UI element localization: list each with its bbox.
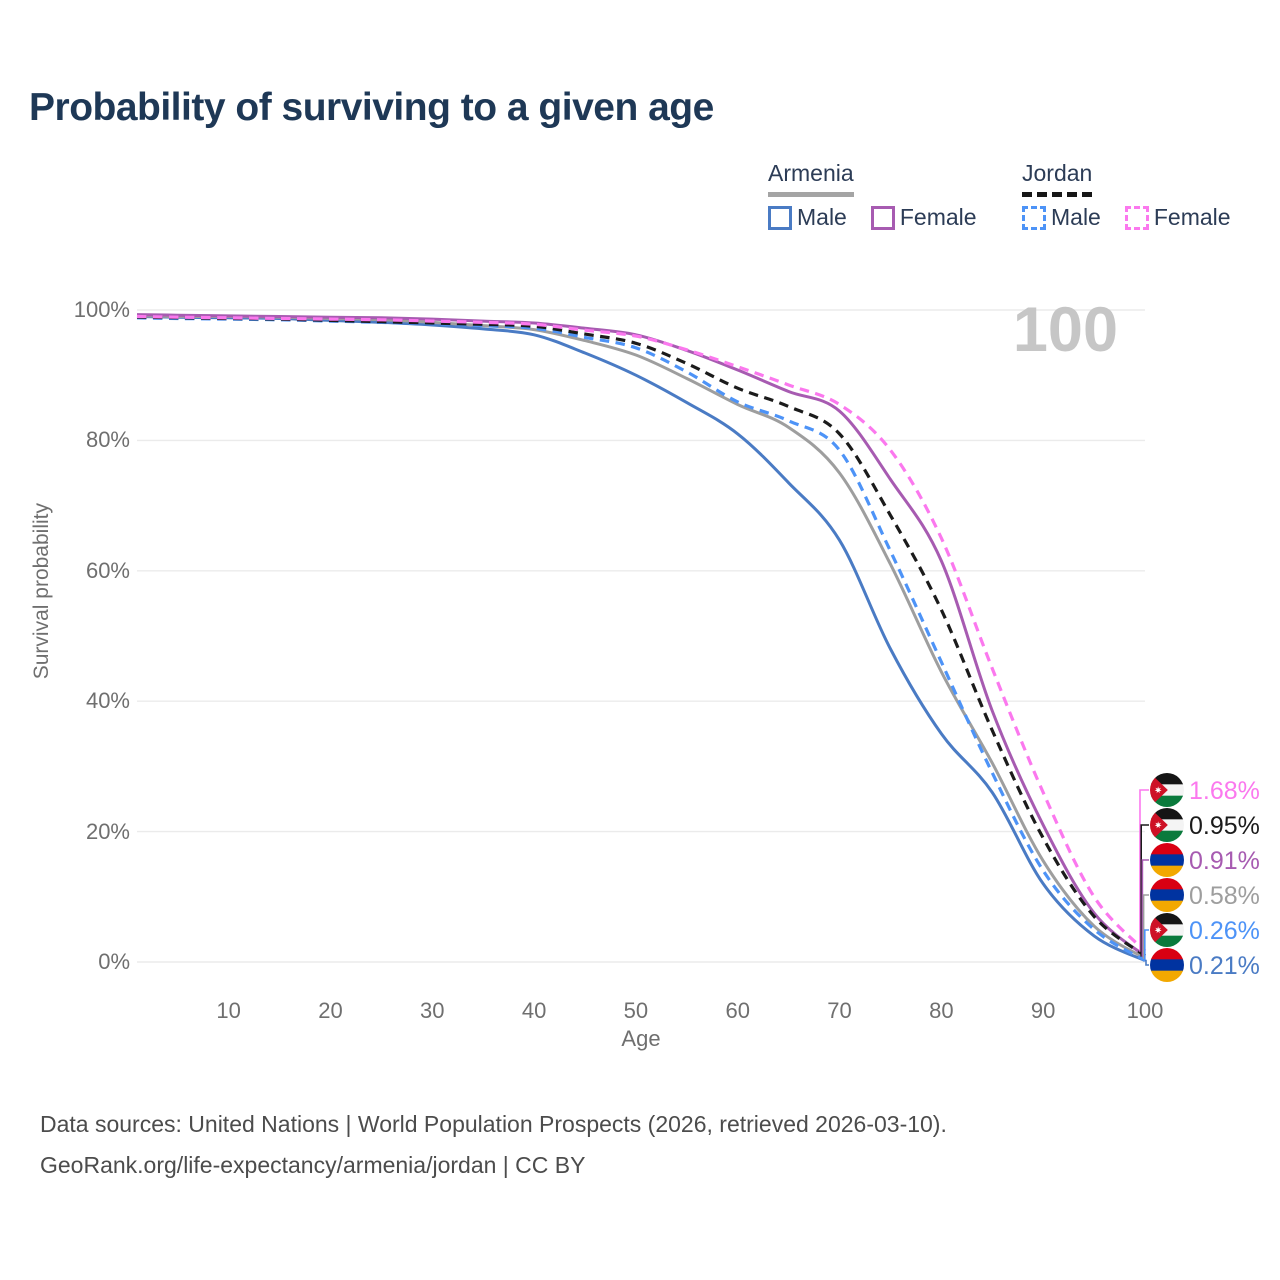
legend-item-armenia-female[interactable]: Female — [870, 204, 977, 231]
age-counter-watermark: 100 — [1012, 295, 1118, 365]
legend-header-jordan[interactable]: Jordan — [1022, 160, 1093, 197]
x-tick-label: 40 — [521, 998, 547, 1023]
legend-item-armenia-male[interactable]: Male — [768, 204, 847, 231]
legend-group-armenia: Armenia Male Female — [768, 160, 977, 231]
curve-armenia-total[interactable] — [136, 314, 1146, 960]
y-tick-label: 20% — [85, 818, 130, 844]
x-axis-label: Age — [621, 1026, 661, 1051]
armenia-female-swatch-icon — [870, 205, 895, 230]
x-tick-label: 30 — [420, 998, 445, 1023]
x-tick-label: 100 — [1126, 998, 1164, 1023]
x-tick-label: 70 — [827, 998, 852, 1023]
footer-attribution: GeoRank.org/life-expectancy/armenia/jord… — [40, 1152, 586, 1179]
end-label-jordan-female: 1.68% — [1189, 777, 1260, 805]
chart-title: Probability of surviving to a given age — [29, 86, 714, 129]
legend-label-armenia-female: Female — [899, 204, 977, 230]
x-tick-label: 60 — [725, 998, 750, 1023]
y-tick-label: 60% — [85, 557, 130, 583]
legend-item-jordan-female[interactable]: Female — [1124, 204, 1231, 231]
label-connector-armenia-male — [1145, 959, 1149, 966]
legend-label-jordan-female: Female — [1153, 204, 1231, 230]
end-label-armenia-female: 0.91% — [1189, 847, 1260, 875]
end-label-jordan-male: 0.26% — [1189, 917, 1260, 945]
y-axis-label: Survival probability — [30, 503, 53, 680]
armenia-flag-icon — [1150, 948, 1184, 982]
y-tick-label: 0% — [98, 949, 130, 974]
curve-jordan-total[interactable] — [136, 315, 1146, 958]
jordan-flag-icon — [1150, 808, 1184, 842]
curve-armenia-male[interactable] — [136, 315, 1146, 962]
y-tick-label: 80% — [85, 427, 130, 453]
armenia-flag-icon — [1150, 878, 1184, 912]
x-tick-label: 90 — [1030, 998, 1056, 1023]
legend-label-armenia-male: Male — [797, 204, 847, 230]
label-connector-jordan-male — [1144, 929, 1149, 962]
jordan-female-swatch-icon — [1124, 205, 1149, 230]
end-label-armenia-male: 0.21% — [1189, 952, 1260, 980]
x-tick-label: 20 — [318, 998, 343, 1023]
x-tick-label: 80 — [929, 998, 954, 1023]
curve-jordan-male[interactable] — [136, 316, 1146, 962]
x-tick-label: 10 — [216, 998, 241, 1023]
legend-group-jordan: Jordan Male Female — [1022, 160, 1231, 231]
jordan-flag-icon — [1150, 773, 1184, 807]
jordan-male-swatch-icon — [1022, 205, 1046, 230]
armenia-flag-icon — [1150, 843, 1184, 877]
jordan-flag-icon — [1150, 913, 1184, 947]
y-tick-label: 100% — [73, 297, 130, 322]
legend-item-jordan-male[interactable]: Male — [1022, 204, 1101, 231]
legend-label-jordan-male: Male — [1051, 204, 1101, 230]
curve-armenia-female[interactable] — [136, 313, 1146, 958]
footer-data-sources: Data sources: United Nations | World Pop… — [40, 1111, 947, 1137]
x-tick-label: 50 — [623, 998, 649, 1023]
footer: Data sources: United Nations | World Pop… — [40, 1104, 947, 1187]
end-label-jordan-total: 0.95% — [1189, 812, 1260, 840]
armenia-male-swatch-icon — [768, 205, 792, 230]
curve-jordan-female[interactable] — [136, 314, 1147, 953]
y-tick-label: 40% — [85, 688, 130, 714]
legend-header-armenia[interactable]: Armenia — [768, 160, 854, 197]
end-label-armenia-total: 0.58% — [1189, 882, 1260, 910]
